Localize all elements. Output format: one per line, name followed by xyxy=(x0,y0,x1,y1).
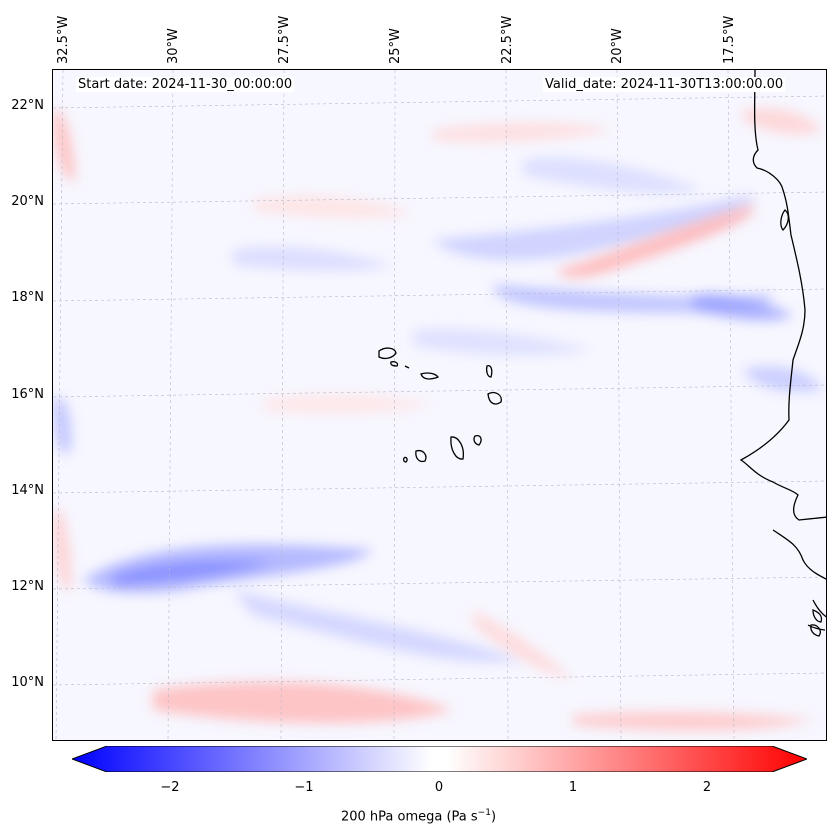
cape-verde-islands xyxy=(378,347,502,463)
lon-label-20w: 20°W xyxy=(610,28,625,64)
graticule xyxy=(53,70,826,740)
lat-label-22n: 22°N xyxy=(11,98,44,113)
lat-label-18n: 18°N xyxy=(11,290,44,305)
lat-label-12n: 12°N xyxy=(11,579,44,594)
colorbar-label: 200 hPa omega (Pa s−1) xyxy=(0,808,837,824)
lat-label-10n: 10°N xyxy=(11,675,44,690)
colorbar-ramp xyxy=(72,746,807,772)
colorbar-tick-2: 2 xyxy=(702,780,712,795)
omega-map[interactable] xyxy=(52,69,827,741)
colorbar-tick-1: 1 xyxy=(568,780,578,795)
omega-positive-field xyxy=(53,108,823,731)
lon-label-25w: 25°W xyxy=(388,28,403,64)
coastline xyxy=(739,70,826,637)
start-date-label: Start date: 2024-11-30_00:00:00 xyxy=(76,77,295,92)
colorbar-tick-neg1: −1 xyxy=(294,780,314,795)
colorbar-label-text: 200 hPa omega (Pa s xyxy=(340,809,478,825)
lat-label-16n: 16°N xyxy=(11,387,44,402)
lon-label-32-5w: 32.5°W xyxy=(56,15,71,64)
map-canvas xyxy=(53,70,826,740)
valid-date-label: Valid_date: 2024-11-30T13:00:00.00 xyxy=(543,77,786,92)
lon-label-17-5w: 17.5°W xyxy=(722,15,737,64)
colorbar-tick-0: 0 xyxy=(434,780,444,795)
colorbar-tick-neg2: −2 xyxy=(160,780,180,795)
colorbar xyxy=(72,746,807,772)
lon-label-30w: 30°W xyxy=(166,28,181,64)
lat-label-14n: 14°N xyxy=(11,483,44,498)
lat-label-20n: 20°N xyxy=(11,194,44,209)
lon-label-22-5w: 22.5°W xyxy=(500,15,515,64)
lon-label-27-5w: 27.5°W xyxy=(277,15,292,64)
colorbar-label-close: ) xyxy=(490,809,497,825)
colorbar-label-exponent: −1 xyxy=(477,808,491,818)
